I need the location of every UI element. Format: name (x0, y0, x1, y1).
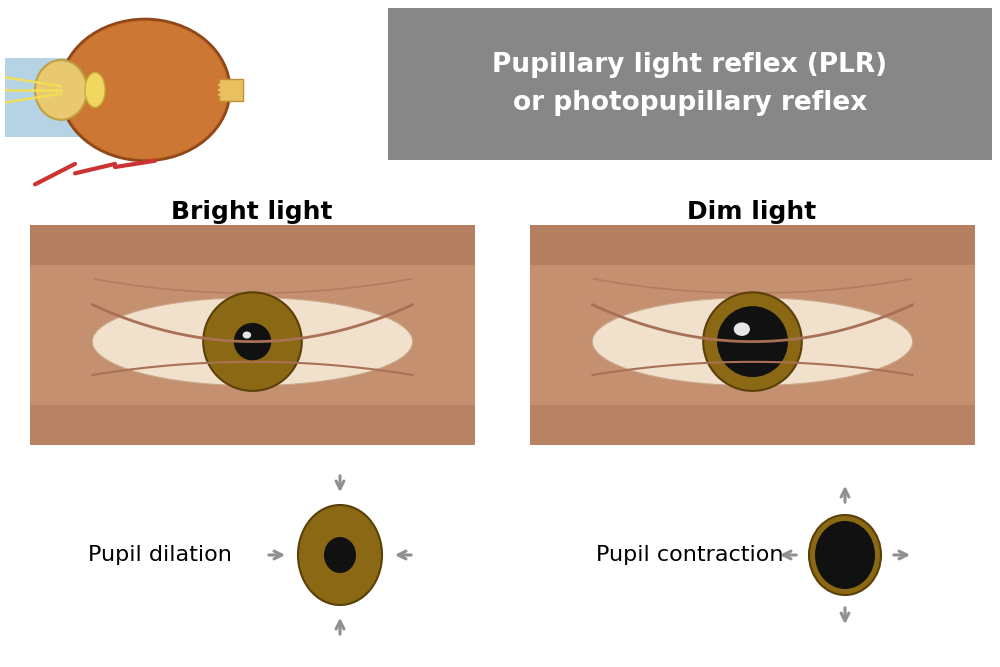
Ellipse shape (234, 323, 271, 360)
Text: Pupil contraction: Pupil contraction (596, 545, 784, 565)
Ellipse shape (63, 21, 227, 158)
Ellipse shape (60, 19, 230, 161)
Text: Dim light: Dim light (687, 200, 817, 224)
Ellipse shape (92, 297, 413, 386)
Text: Bright light: Bright light (171, 200, 333, 224)
Ellipse shape (703, 292, 802, 391)
Ellipse shape (717, 306, 788, 377)
Ellipse shape (298, 505, 382, 605)
Text: Pupil dilation: Pupil dilation (88, 545, 232, 565)
Bar (530, 406, 975, 445)
Bar (219, 79, 243, 101)
Ellipse shape (203, 292, 302, 391)
Ellipse shape (809, 515, 881, 595)
Bar (530, 225, 975, 265)
Bar (30, 406, 475, 445)
Bar (30, 225, 475, 445)
Ellipse shape (243, 331, 251, 339)
Bar (388, 8, 992, 160)
Ellipse shape (35, 60, 87, 120)
Ellipse shape (815, 521, 875, 589)
Text: Pupillary light reflex (PLR)
or photopupillary reflex: Pupillary light reflex (PLR) or photopup… (492, 52, 888, 116)
Bar (5, 59, 115, 137)
Bar (30, 225, 475, 265)
Bar (530, 225, 975, 445)
Ellipse shape (324, 537, 356, 573)
Ellipse shape (734, 322, 750, 336)
Ellipse shape (85, 73, 105, 107)
Ellipse shape (592, 297, 913, 386)
